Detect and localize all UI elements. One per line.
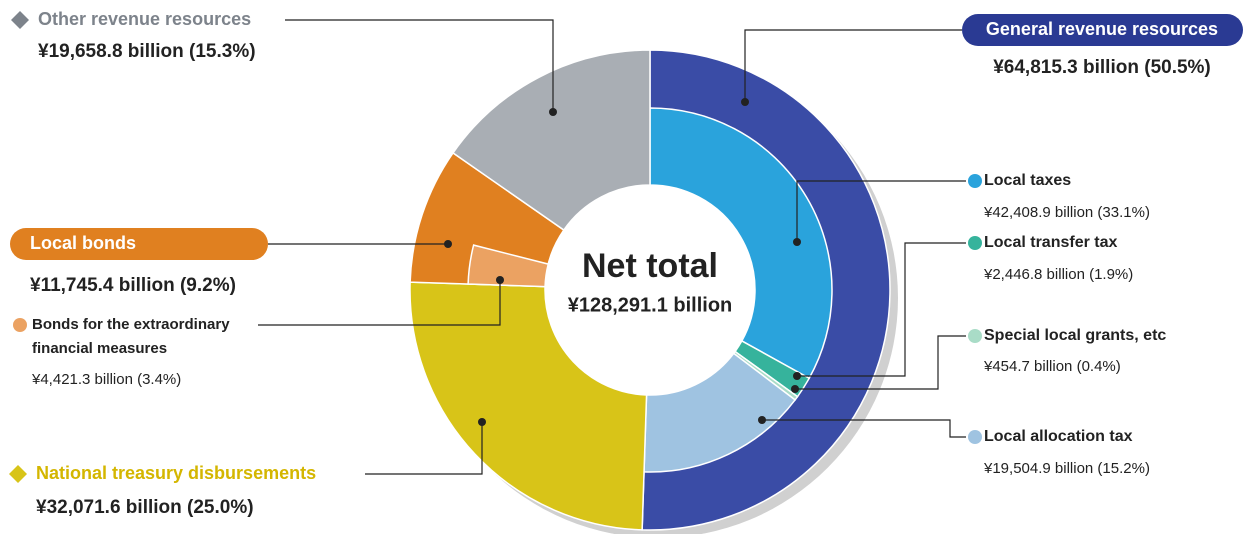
part-name: Local transfer tax	[984, 234, 1117, 251]
leader-line	[797, 242, 966, 377]
rings	[409, 49, 891, 531]
legend-diamond	[11, 11, 29, 29]
leader-dot	[444, 240, 452, 248]
leader-line	[796, 180, 966, 242]
part-name: Bonds for the extraordinary financial me…	[32, 316, 230, 357]
leader-line	[258, 280, 501, 326]
segment-name: Other revenue resources	[38, 9, 251, 29]
segment-name: National treasury disbursements	[36, 463, 316, 483]
leader-dot	[741, 98, 749, 106]
leader-dot	[496, 276, 504, 284]
leader-dot	[793, 372, 801, 380]
part-name: Local taxes	[984, 172, 1071, 189]
legend-dot	[968, 329, 982, 343]
legend-dot	[968, 174, 982, 188]
leader-line	[365, 422, 483, 475]
name-badge	[962, 14, 1243, 46]
segment-value: ¥11,745.4 billion (9.2%)	[30, 275, 236, 296]
legend-dot	[13, 318, 27, 332]
leader-line	[285, 19, 554, 112]
legend-diamond	[9, 465, 27, 483]
segment-value: ¥32,071.6 billion (25.0%)	[36, 497, 254, 518]
part-name: Special local grants, etc	[984, 327, 1166, 344]
part-value: ¥42,408.9 billion (33.1%)	[983, 204, 1150, 221]
part-value: ¥4,421.3 billion (3.4%)	[31, 371, 181, 388]
leader-dot	[549, 108, 557, 116]
leader-dot	[793, 238, 801, 246]
part-value: ¥19,504.9 billion (15.2%)	[983, 460, 1150, 477]
segment-name: General revenue resources	[986, 19, 1218, 39]
center-title: Net total	[582, 247, 718, 285]
legend-dot	[968, 430, 982, 444]
hole	[545, 185, 755, 395]
name-badge	[10, 228, 268, 260]
leader-dot	[758, 416, 766, 424]
leader-dot	[791, 385, 799, 393]
part-value: ¥2,446.8 billion (1.9%)	[983, 266, 1133, 283]
segment	[451, 49, 651, 232]
center-total: ¥128,291.1 billion	[568, 294, 733, 316]
leader-dot	[478, 418, 486, 426]
leader-line	[744, 29, 962, 102]
segment-value: ¥64,815.3 billion (50.5%)	[993, 57, 1211, 78]
part-value: ¥454.7 billion (0.4%)	[983, 358, 1121, 375]
segment-value: ¥19,658.8 billion (15.3%)	[38, 41, 256, 62]
segment-name: Local bonds	[30, 233, 136, 253]
leader-line	[762, 419, 966, 438]
part-name: Local allocation tax	[984, 428, 1133, 445]
leader-line	[795, 335, 966, 390]
legend-dot	[968, 236, 982, 250]
labels: General revenue resources ¥64,815.3 billi…	[9, 9, 1243, 518]
